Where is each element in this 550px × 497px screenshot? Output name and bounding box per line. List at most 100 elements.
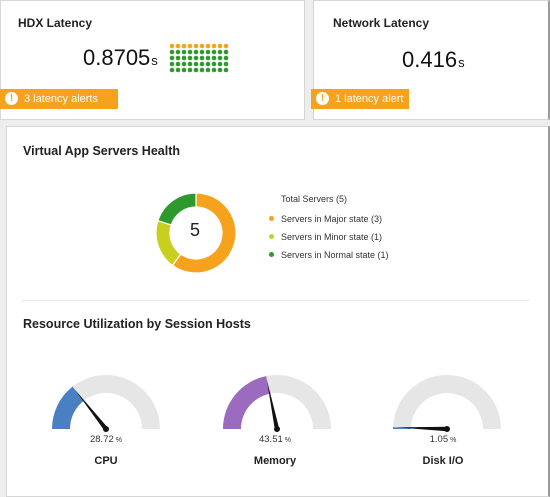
network-latency-card: Network Latency 0.416s ! 1 latency alert (311, 0, 550, 120)
latency-dot (193, 49, 199, 55)
hdx-latency-value: 0.8705s (83, 45, 158, 71)
legend-label-major: Servers in Major state (3) (281, 214, 383, 224)
network-latency-number: 0.416 (402, 47, 458, 72)
latency-dot (217, 49, 223, 55)
latency-dot (181, 49, 187, 55)
memory-gauge-hub (274, 426, 280, 432)
latency-dot (175, 43, 181, 49)
disk-io-value-pct: % (450, 437, 457, 444)
legend-label-minor: Servers in Minor state (1) (281, 232, 383, 242)
cpu-gauge[interactable] (51, 374, 161, 434)
disk-io-gauge-needle (397, 426, 448, 432)
cpu-value-number: 28.72 (89, 434, 114, 445)
exclamation-icon: ! (316, 91, 329, 105)
latency-dot-grid (169, 43, 229, 73)
network-alert-text: 1 latency alert (335, 93, 404, 105)
latency-dot (169, 61, 175, 67)
latency-dot (193, 43, 199, 49)
cpu-gauge-fill (52, 386, 84, 429)
memory-gauge-needle (266, 380, 280, 430)
memory-gauge-label: Memory (253, 455, 297, 467)
network-alert-button[interactable]: ! 1 latency alert (311, 89, 409, 109)
latency-dot (175, 49, 181, 55)
cpu-gauge-needle (75, 389, 108, 431)
latency-dot (205, 43, 211, 49)
memory-value-pct: % (284, 437, 291, 444)
cpu-gauge-hub (103, 426, 109, 432)
latency-dot (211, 61, 217, 67)
latency-dot (223, 43, 229, 49)
latency-dot (199, 61, 205, 67)
donut-segment-major[interactable] (171, 192, 237, 274)
latency-dot (199, 43, 205, 49)
memory-value-number: 43.51 (258, 434, 283, 445)
latency-dot (187, 61, 193, 67)
latency-dot (217, 61, 223, 67)
legend-dot-minor (269, 234, 274, 240)
latency-dot (223, 61, 229, 67)
latency-dot (187, 43, 193, 49)
servers-donut-chart[interactable] (151, 188, 241, 278)
section-divider (22, 300, 529, 301)
exclamation-icon: ! (5, 91, 18, 105)
network-latency-title: Network Latency (333, 16, 430, 30)
latency-dot (217, 67, 223, 73)
latency-dot (193, 61, 199, 67)
latency-dot (211, 67, 217, 73)
latency-dot (175, 55, 181, 61)
cpu-gauge-value: 28.72% (66, 434, 146, 445)
latency-dot (193, 55, 199, 61)
latency-dot (223, 49, 229, 55)
latency-dot (211, 43, 217, 49)
latency-dot (187, 67, 193, 73)
hdx-latency-card: HDX Latency 0.8705s ! 3 latency alerts (0, 0, 305, 120)
latency-dot (187, 55, 193, 61)
legend-dot-normal (269, 252, 274, 258)
legend-item-normal[interactable]: Servers in Normal state (1) (269, 246, 389, 264)
hdx-latency-unit: s (151, 53, 158, 68)
latency-dot (169, 49, 175, 55)
latency-dot (181, 67, 187, 73)
latency-dot (199, 49, 205, 55)
disk-io-value-number: 1.05 (429, 434, 449, 445)
latency-dot (205, 55, 211, 61)
latency-dot (181, 55, 187, 61)
disk-io-gauge-label: Disk I/O (422, 455, 464, 467)
hdx-alert-button[interactable]: ! 3 latency alerts (0, 89, 118, 109)
latency-dot (223, 67, 229, 73)
latency-dot (217, 43, 223, 49)
latency-dot (205, 61, 211, 67)
cpu-gauge-track (52, 375, 160, 429)
hdx-latency-title: HDX Latency (18, 16, 93, 30)
memory-gauge[interactable] (222, 374, 332, 434)
disk-io-gauge-value: 1.05% (403, 434, 483, 445)
servers-health-card: Virtual App Servers Health 5 Total Serve… (6, 126, 550, 497)
cpu-value-pct: % (115, 437, 122, 444)
latency-dot (175, 67, 181, 73)
latency-dot (169, 67, 175, 73)
latency-dot (199, 55, 205, 61)
legend-dot-major (269, 216, 274, 222)
latency-dot (199, 67, 205, 73)
latency-dot (181, 61, 187, 67)
legend-item-major[interactable]: Servers in Major state (3) (269, 210, 389, 228)
latency-dot (217, 55, 223, 61)
memory-gauge-value: 43.51% (235, 434, 315, 445)
latency-dot (211, 55, 217, 61)
donut-segment-normal[interactable] (157, 192, 197, 226)
health-legend: Total Servers (5) Servers in Major state… (269, 194, 389, 264)
latency-dot (223, 55, 229, 61)
disk-io-gauge-hub (444, 426, 450, 432)
hdx-latency-number: 0.8705 (83, 45, 151, 70)
network-latency-unit: s (458, 55, 465, 70)
latency-dot (169, 43, 175, 49)
latency-dot (187, 49, 193, 55)
latency-dot (205, 67, 211, 73)
legend-item-minor[interactable]: Servers in Minor state (1) (269, 228, 389, 246)
hdx-alert-text: 3 latency alerts (24, 93, 98, 105)
donut-center-value: 5 (189, 220, 200, 240)
disk-io-gauge[interactable] (392, 374, 502, 434)
utilization-section-title: Resource Utilization by Session Hosts (23, 317, 251, 331)
memory-gauge-fill (223, 376, 270, 429)
health-section-title: Virtual App Servers Health (23, 144, 181, 158)
